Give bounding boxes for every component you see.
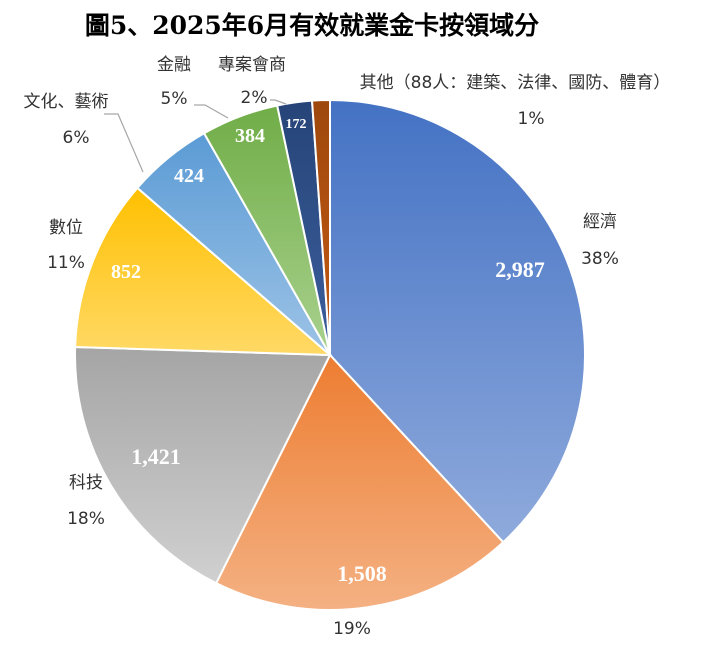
slice-category-label-5: 金融 (157, 55, 191, 75)
slice-value-label-4: 424 (174, 165, 204, 187)
slice-value-label-5: 384 (235, 125, 265, 147)
slice-percent-label-6: 2% (241, 88, 268, 108)
slice-category-label-6: 專案會商 (218, 55, 286, 75)
slice-percent-label-0: 38% (581, 249, 619, 269)
slice-category-label-7: 其他（88人：建築、法律、國防、體育） (360, 73, 671, 93)
slice-percent-label-5: 5% (161, 89, 188, 109)
pie-slice-1 (214, 353, 505, 611)
slice-value-label-2: 1,421 (131, 444, 181, 469)
slice-value-label-6: 172 (286, 117, 307, 132)
leader-line-6 (270, 99, 287, 105)
pie-slice-2 (74, 345, 332, 585)
slice-category-label-4: 文化、藝術 (24, 92, 109, 112)
pie-slice-0 (329, 98, 586, 544)
slice-percent-label-3: 11% (47, 253, 85, 273)
leader-line-5 (194, 104, 229, 119)
pie-slice-3 (74, 186, 333, 357)
slice-percent-label-4: 6% (63, 128, 90, 148)
slice-category-label-2: 科技 (69, 473, 103, 493)
pie-slice-7 (310, 98, 331, 356)
slice-category-label-0: 經濟 (583, 212, 617, 232)
slice-percent-label-1: 19% (333, 619, 371, 639)
leader-line-4 (104, 113, 144, 173)
chart-title: 圖5、2025年6月有效就業金卡按領域分 (85, 11, 539, 40)
slice-value-label-1: 1,508 (337, 561, 387, 586)
slice-category-label-3: 數位 (49, 218, 83, 238)
slice-percent-label-7: 1% (518, 109, 545, 129)
slice-value-label-3: 852 (111, 261, 141, 283)
slice-value-label-0: 2,987 (495, 257, 545, 282)
slice-percent-label-2: 18% (67, 509, 105, 529)
